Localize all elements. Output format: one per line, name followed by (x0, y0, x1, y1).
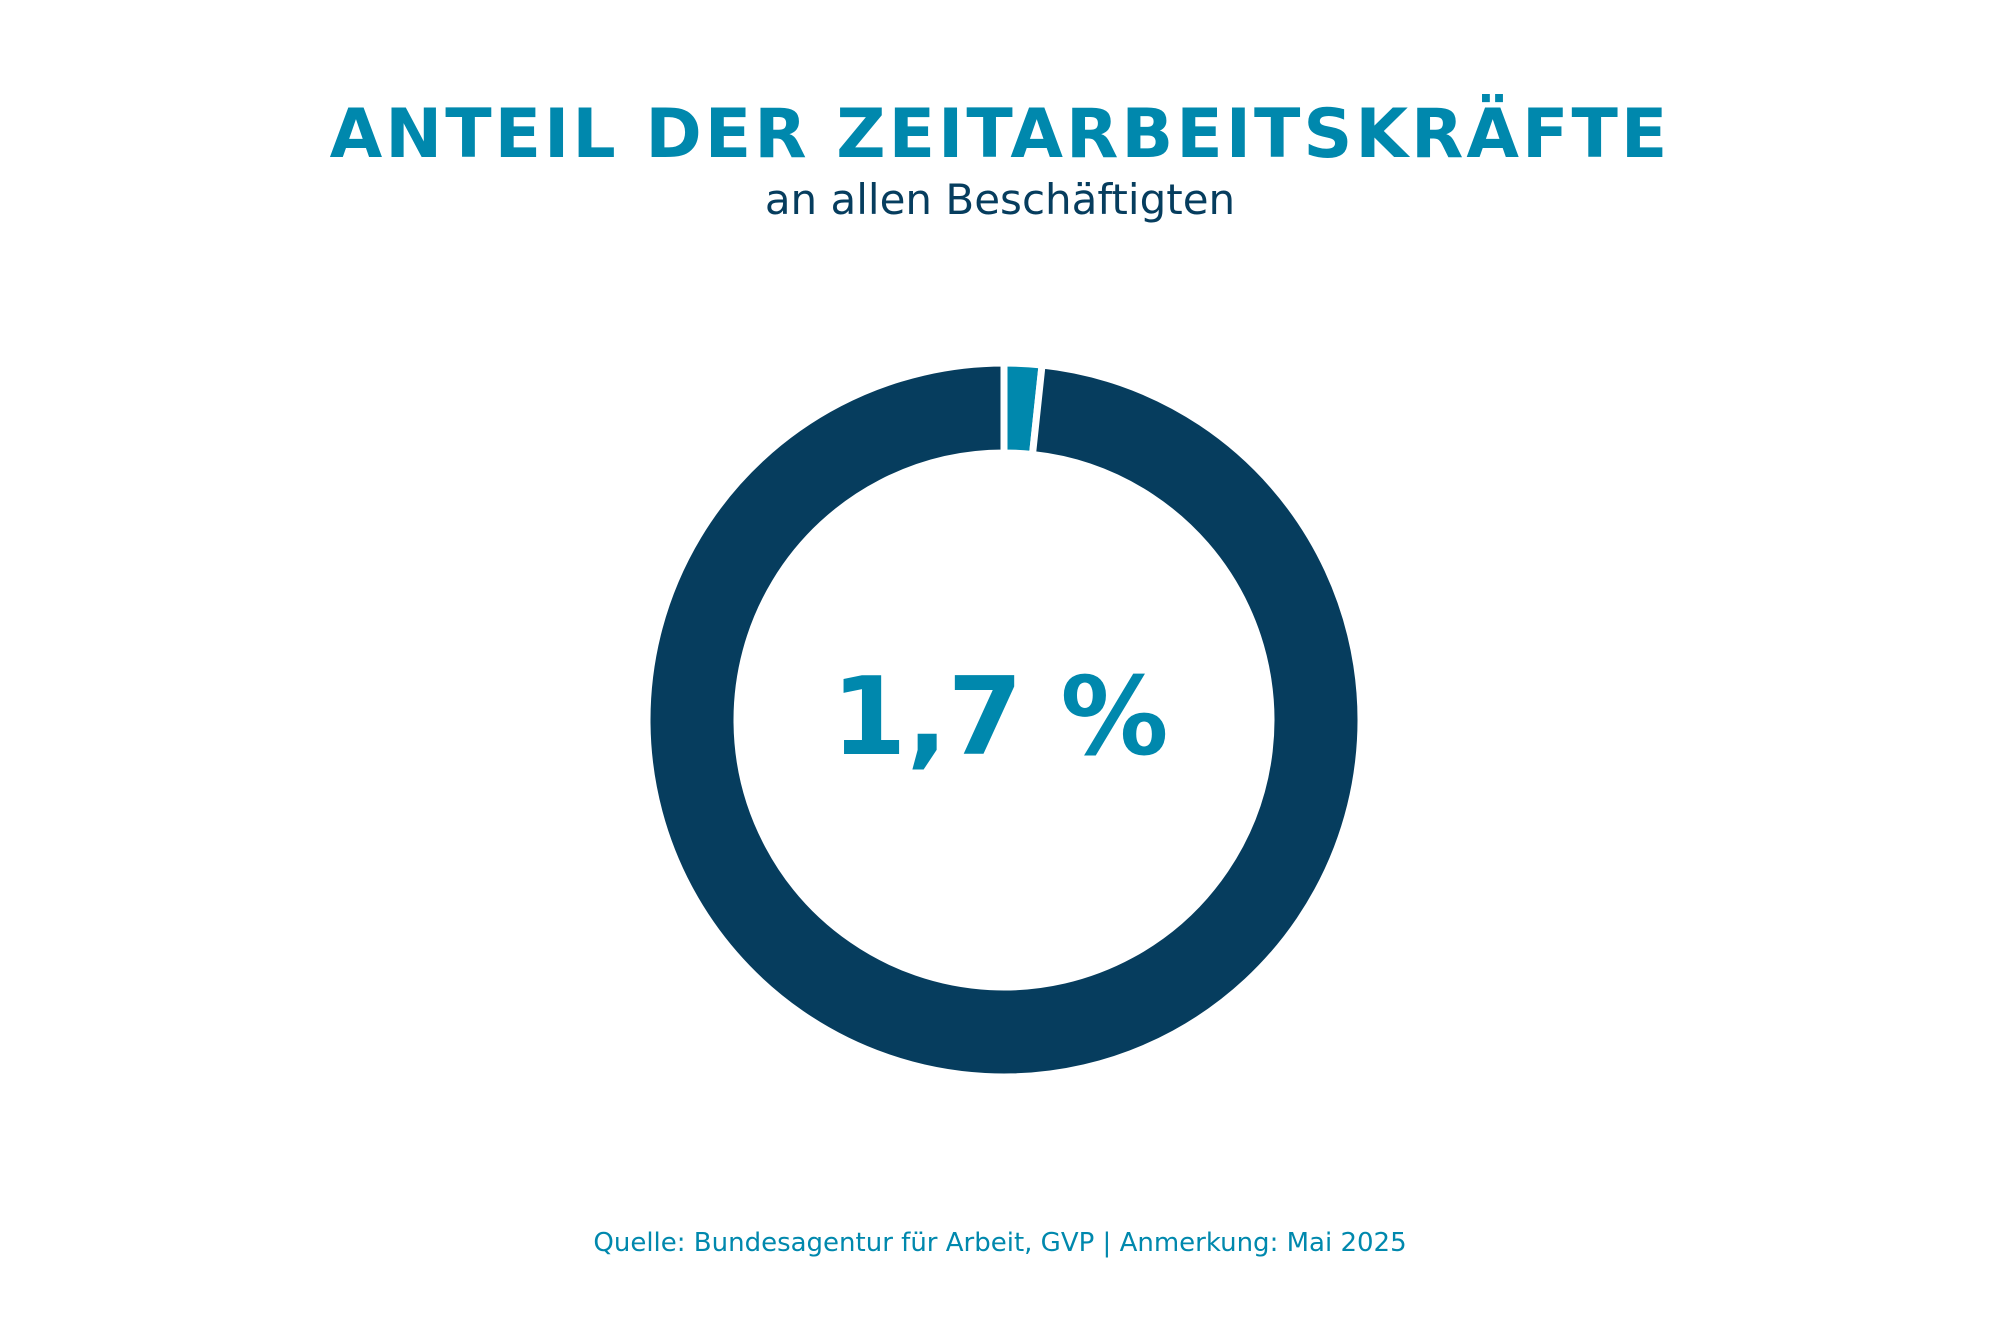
donut-slice-1 (643, 359, 1365, 1081)
chart-title: ANTEIL DER ZEITARBEITSKRÄFTE (329, 95, 1671, 174)
source-note: Quelle: Bundesagentur für Arbeit, GVP | … (593, 1228, 1407, 1258)
chart-subtitle: an allen Beschäftigten (764, 175, 1236, 224)
center-label: 1,7 % (831, 655, 1169, 780)
